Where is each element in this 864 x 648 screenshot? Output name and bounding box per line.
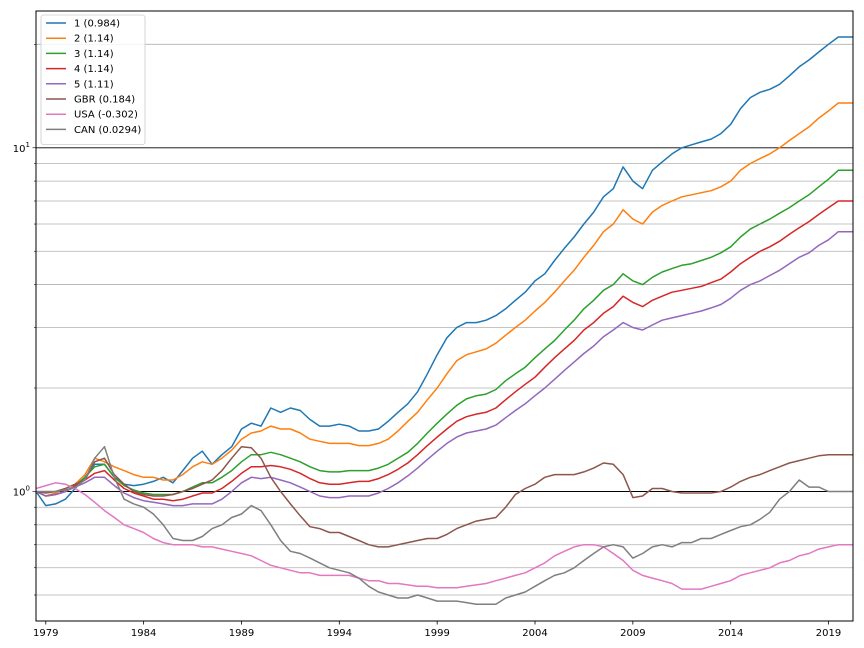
x-tick-label: 1994 xyxy=(327,628,352,639)
series-line-5 xyxy=(35,230,853,507)
y-tick-base: 10 xyxy=(13,144,26,155)
x-tick-label: 2019 xyxy=(816,628,841,639)
x-tick-label: 2014 xyxy=(718,628,743,639)
series-line-7 xyxy=(35,482,853,590)
series-line-3 xyxy=(35,169,853,497)
series-line-2 xyxy=(35,102,853,497)
legend: 1 (0.984) 2 (1.14) 3 (1.14) 4 (1.14) 5 (1.11… xyxy=(40,14,146,146)
x-tick-label: 2004 xyxy=(522,628,547,639)
legend-label: GBR (0.184) xyxy=(74,95,135,106)
x-tick-label: 1979 xyxy=(33,628,58,639)
series-line-1 xyxy=(35,36,853,507)
legend-label: CAN (0.0294) xyxy=(74,125,141,136)
x-tick-label: 1984 xyxy=(131,628,156,639)
plot-frame xyxy=(35,10,854,622)
series-lines xyxy=(35,36,853,605)
y-tick-base: 10 xyxy=(13,488,26,499)
grid-lines xyxy=(36,43,853,596)
legend-label: USA (-0.302) xyxy=(74,110,138,121)
legend-label: 1 (0.984) xyxy=(74,19,120,30)
legend-label: 2 (1.14) xyxy=(74,34,114,45)
y-tick-exponent: 1 xyxy=(26,141,30,149)
series-line-8 xyxy=(36,445,853,605)
x-tick-label: 1999 xyxy=(424,628,449,639)
legend-label: 4 (1.14) xyxy=(74,64,114,75)
legend-label: 5 (1.11) xyxy=(74,79,114,90)
y-tick-label: 100 xyxy=(13,485,30,499)
y-tick-label: 101 xyxy=(13,141,30,155)
legend-label: 3 (1.14) xyxy=(74,49,114,60)
y-tick-exponent: 0 xyxy=(26,485,30,493)
x-tick-label: 2009 xyxy=(620,628,645,639)
legend-box xyxy=(40,14,146,146)
x-axis: 1979 1984 1989 1994 1999 2004 2009 2014 2019 xyxy=(33,621,841,639)
x-tick-label: 1989 xyxy=(229,628,254,639)
series-line-6 xyxy=(35,445,853,548)
series-line-4 xyxy=(35,200,853,502)
